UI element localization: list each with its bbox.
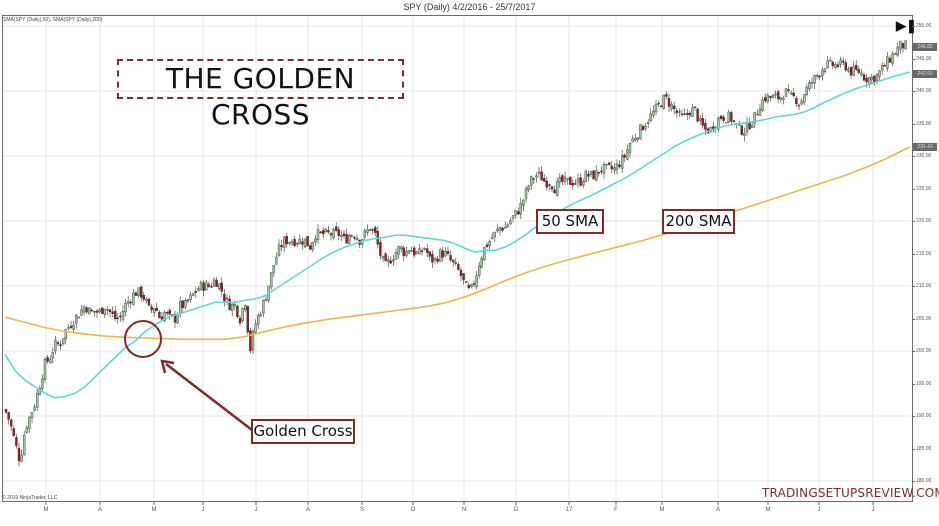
x-tick-label: M xyxy=(151,507,157,513)
x-tick-label: M xyxy=(43,507,49,513)
golden-cross-label: Golden Cross xyxy=(251,419,355,444)
sma200-line xyxy=(4,146,911,341)
y-tick-label: 225.00 xyxy=(911,185,932,192)
y-tick-label: 235.00 xyxy=(911,120,932,127)
chart-annotation-title: THE GOLDEN CROSS xyxy=(117,59,404,131)
skip-to-end-icon[interactable]: ▶❚ xyxy=(896,18,917,33)
y-tick-label: 195.00 xyxy=(911,380,932,387)
copyright-text: © 2019 NinjaTrader, LLC xyxy=(2,495,58,501)
y-tick-label: 190.00 xyxy=(911,413,932,419)
y-tick-label: 185.00 xyxy=(911,445,932,452)
y-tick-label: 240.00 xyxy=(911,88,932,94)
sma200-label: 200 SMA xyxy=(662,209,735,234)
price-axis-line xyxy=(912,15,913,502)
y-tick-label: 220.00 xyxy=(911,218,932,224)
x-tick-label: F xyxy=(614,507,618,513)
y-tick-label: 250.00 xyxy=(911,23,932,29)
x-tick-label: M xyxy=(659,507,665,513)
x-tick-label: A xyxy=(97,507,103,513)
x-tick-label: J xyxy=(871,507,875,513)
x-tick-label: J xyxy=(817,507,821,513)
x-tick-label: J xyxy=(201,507,205,513)
arrow-icon xyxy=(165,363,253,431)
x-tick-label: D xyxy=(513,507,519,513)
golden-cross-circle xyxy=(124,320,162,358)
y-tick-label: 180.00 xyxy=(911,478,932,484)
y-tick-label: 230.00 xyxy=(911,153,932,159)
x-tick-label: N xyxy=(461,507,467,513)
x-tick-label: A xyxy=(715,507,721,513)
price-badge: 242.60 xyxy=(913,70,937,79)
sma50-line xyxy=(4,71,911,399)
x-tick-label: O xyxy=(410,507,416,513)
plot-area[interactable] xyxy=(2,15,912,502)
y-tick-label: 215.00 xyxy=(911,250,932,257)
price-badge: 231.43 xyxy=(913,142,937,151)
watermark: TRADINGSETUPSREVIEW.COM xyxy=(762,486,939,500)
y-tick-label: 210.00 xyxy=(911,283,932,289)
y-tick-label: 205.00 xyxy=(911,315,932,322)
price-badge: 246.82 xyxy=(913,42,937,51)
indicator-legend: SMA(SPY (Daily),50), SMA(SPY (Daily),200… xyxy=(3,17,103,23)
x-tick-label: A xyxy=(305,507,311,513)
x-tick-label: 17 xyxy=(565,507,573,513)
x-tick-label: S xyxy=(359,507,365,513)
y-tick-label: 200.00 xyxy=(911,348,932,354)
x-tick-label: J xyxy=(254,507,258,513)
y-tick-label: 245.00 xyxy=(911,55,932,62)
x-tick-label: M xyxy=(765,507,771,513)
chart-title: SPY (Daily) 4/2/2016 - 25/7/2017 xyxy=(403,2,536,12)
sma50-label: 50 SMA xyxy=(536,209,604,234)
